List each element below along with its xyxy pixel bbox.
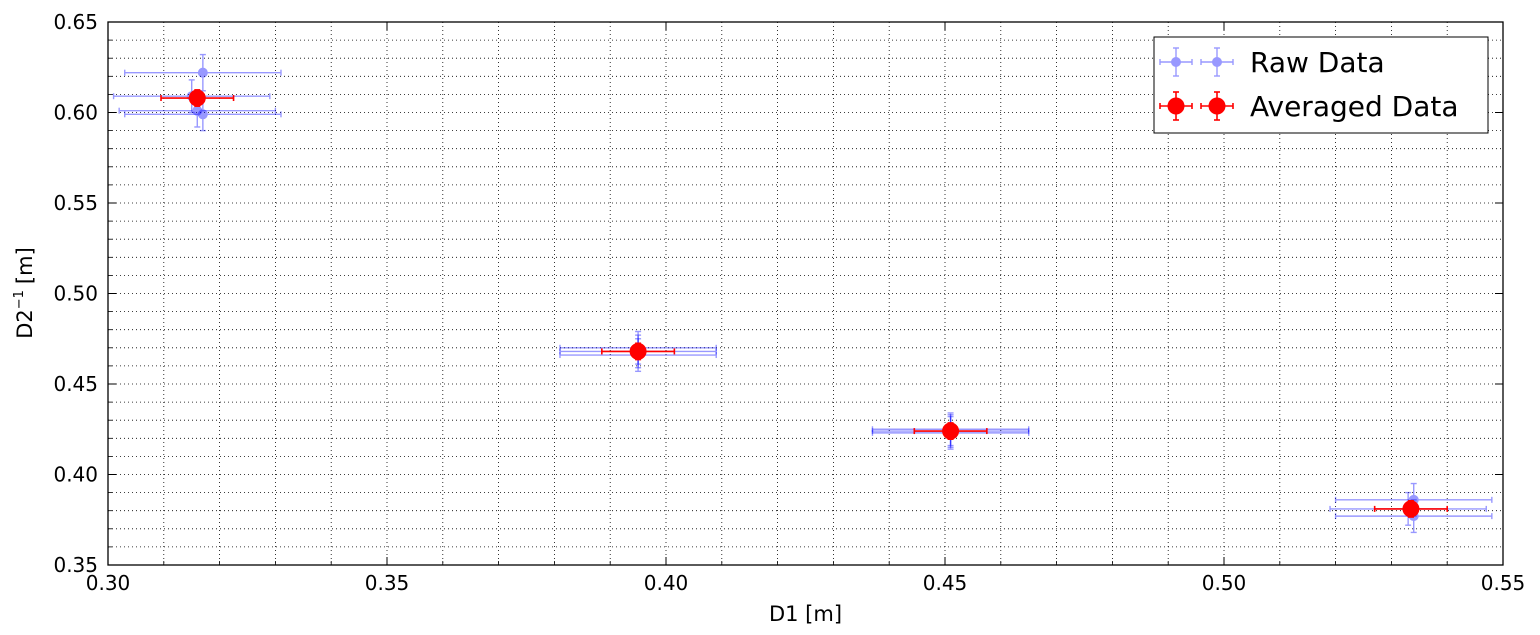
x-tick-label: 0.55 bbox=[1481, 571, 1526, 595]
grid-lines bbox=[108, 22, 1503, 565]
y-tick-label: 0.50 bbox=[53, 282, 98, 306]
y-axis-label-sup: −1 bbox=[12, 290, 27, 309]
data-marker bbox=[1171, 57, 1181, 67]
legend-averaged-data-marker bbox=[1159, 91, 1234, 121]
legend-raw-data-label: Raw Data bbox=[1250, 46, 1385, 79]
y-tick-labels: 0.35 0.40 0.45 0.50 0.55 0.60 0.65 bbox=[53, 10, 98, 577]
legend-averaged-glyph bbox=[1200, 91, 1234, 121]
data-marker bbox=[188, 89, 206, 107]
data-marker bbox=[197, 67, 208, 78]
data-marker bbox=[1208, 97, 1226, 115]
legend-box bbox=[1153, 36, 1489, 134]
data-marker bbox=[1402, 500, 1420, 518]
averaged-data-series bbox=[160, 89, 1448, 518]
data-marker bbox=[629, 342, 647, 360]
y-axis-label-base: D2 bbox=[13, 309, 37, 339]
data-marker bbox=[1212, 57, 1222, 67]
y-tick-label: 0.65 bbox=[53, 10, 98, 34]
legend-raw-glyph bbox=[1159, 47, 1193, 77]
y-axis-label-unit: [m] bbox=[13, 247, 37, 284]
x-tick-label: 0.30 bbox=[86, 571, 131, 595]
legend-raw-data-marker bbox=[1159, 47, 1234, 77]
data-marker bbox=[1167, 97, 1185, 115]
data-marker bbox=[942, 422, 960, 440]
y-tick-label: 0.40 bbox=[53, 463, 98, 487]
averaged-data-point bbox=[160, 89, 235, 107]
legend-averaged-data-label: Averaged Data bbox=[1250, 90, 1459, 123]
y-tick-label: 0.55 bbox=[53, 191, 98, 215]
averaged-data-point bbox=[913, 422, 988, 441]
x-tick-labels: 0.30 0.35 0.40 0.45 0.50 0.55 bbox=[86, 571, 1526, 595]
averaged-data-point bbox=[1373, 499, 1448, 518]
y-axis-label: D2−1 [m] bbox=[12, 247, 37, 339]
data-marker bbox=[197, 109, 208, 120]
legend-raw-glyph bbox=[1200, 47, 1234, 77]
y-tick-label: 0.60 bbox=[53, 101, 98, 125]
x-tick-label: 0.45 bbox=[923, 571, 968, 595]
plot-frame bbox=[107, 21, 1504, 566]
y-tick-label: 0.35 bbox=[53, 553, 98, 577]
legend-averaged-glyph bbox=[1159, 91, 1193, 121]
x-axis-label: D1 [m] bbox=[769, 602, 842, 626]
legend: Raw Data Averaged Data bbox=[1153, 36, 1489, 134]
averaged-data-point bbox=[601, 342, 676, 361]
x-tick-label: 0.40 bbox=[644, 571, 689, 595]
x-tick-label: 0.35 bbox=[365, 571, 410, 595]
raw-data-point bbox=[124, 53, 282, 92]
x-tick-label: 0.50 bbox=[1202, 571, 1247, 595]
y-tick-label: 0.45 bbox=[53, 372, 98, 396]
